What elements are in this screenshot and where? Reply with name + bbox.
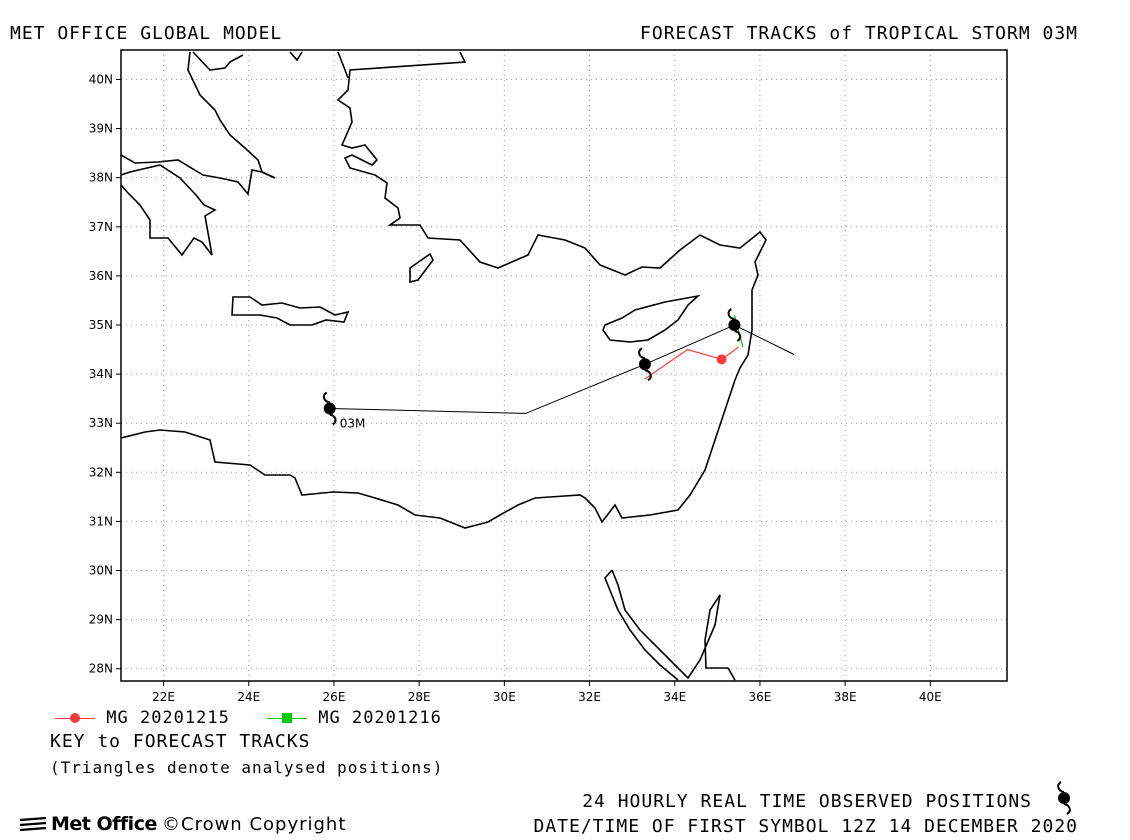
key-note: (Triangles denote analysed positions): [50, 758, 444, 777]
lat-label: 30N: [89, 564, 113, 578]
hurricane-symbol-arm: [644, 369, 652, 382]
hurricane-symbol-arm: [638, 347, 646, 360]
lat-label: 33N: [89, 416, 113, 430]
lat-label: 37N: [89, 220, 113, 234]
model-title: MET OFFICE GLOBAL MODEL: [10, 23, 283, 44]
lat-label: 38N: [89, 171, 113, 185]
legend-item-mg20201216: MG 20201216: [267, 708, 442, 728]
hurricane-symbol-icon: [638, 347, 652, 382]
track-mg20201215: [644, 346, 739, 380]
map-frame: [116, 49, 1008, 686]
met-office-logo-icon: [19, 816, 47, 831]
hurricane-symbol-icon: [727, 308, 742, 342]
lon-label: 30E: [493, 690, 516, 704]
hurricane-symbol-core: [728, 318, 741, 331]
hurricane-symbol-arm: [329, 413, 337, 426]
coastline-sinai: [611, 569, 736, 681]
hurricane-symbol-icon: [322, 391, 337, 426]
lon-label: 24E: [237, 690, 260, 704]
lat-label: 39N: [89, 122, 113, 136]
lat-label: 34N: [89, 367, 113, 381]
coastline-turkey-cape: [337, 51, 349, 79]
first-symbol-datetime: DATE/TIME OF FIRST SYMBOL 12Z 14 DECEMBE…: [533, 816, 1078, 837]
coastline-north-aegean: [187, 51, 276, 179]
lon-label: 28E: [408, 690, 431, 704]
coastline-peloponnese: [120, 164, 217, 257]
cyprus: [602, 294, 701, 343]
lon-label: 38E: [834, 690, 857, 704]
storm-tracks: [329, 315, 795, 414]
storm-label: 03M: [340, 416, 366, 430]
green-square-marker-icon: [267, 709, 307, 727]
mg20201215-marker: [716, 354, 727, 365]
hurricane-symbol-core: [638, 358, 651, 371]
logo-text: Met Office: [51, 813, 157, 835]
hurricane-symbol-arm: [734, 330, 742, 342]
forecast-title: FORECAST TRACKS of TROPICAL STORM 03M: [640, 23, 1078, 44]
hurricane-symbol-arm: [727, 308, 735, 320]
storm-symbols: 03M: [322, 308, 742, 430]
hurricane-symbol-icon: [1057, 781, 1071, 815]
coastline-north-peninsula: [192, 51, 244, 71]
coastline-gulf-of-suez: [604, 569, 679, 681]
lon-label: 34E: [663, 690, 686, 704]
lat-label: 35N: [89, 318, 113, 332]
red-circle-marker-icon: [55, 709, 95, 727]
coastline-greece: [120, 154, 276, 196]
hurricane-symbol-core: [323, 402, 336, 415]
crete: [231, 296, 350, 326]
hurricane-symbol-arm: [322, 391, 330, 404]
key-title: KEY to FORECAST TRACKS: [50, 731, 311, 752]
lat-label: 28N: [89, 662, 113, 676]
lon-label: 22E: [152, 690, 175, 704]
legend-label-mg20201215: MG 20201215: [106, 708, 230, 728]
lon-label: 40E: [919, 690, 942, 704]
legend-item-mg20201215: MG 20201215: [55, 708, 230, 728]
observed-track: [329, 324, 795, 414]
coastline-levant-north-africa: [120, 379, 736, 529]
observed-positions-text: 24 HOURLY REAL TIME OBSERVED POSITIONS: [582, 791, 1032, 812]
map-border: [120, 49, 1008, 682]
lat-label: 40N: [89, 72, 113, 86]
lat-label: 31N: [89, 514, 113, 528]
rhodes: [409, 252, 434, 284]
coastlines: [120, 51, 767, 681]
lat-label: 36N: [89, 269, 113, 283]
lat-label: 32N: [89, 465, 113, 479]
lon-label: 36E: [749, 690, 772, 704]
legend-label-mg20201216: MG 20201216: [318, 708, 442, 728]
coastline-turkey-west: [336, 51, 767, 381]
copyright-text: ©Crown Copyright: [162, 814, 347, 835]
lat-label: 29N: [89, 613, 113, 627]
lon-label: 32E: [578, 690, 601, 704]
lon-label: 26E: [323, 690, 346, 704]
lat-lon-grid: [121, 50, 1007, 681]
met-office-logo: Met Office: [18, 813, 157, 835]
coastline-thrace: [289, 51, 303, 62]
axis-labels: 40N 39N 38N 37N 36N 35N 34N 33N 32N 31N 30N 29N 28N 2…: [89, 72, 942, 704]
